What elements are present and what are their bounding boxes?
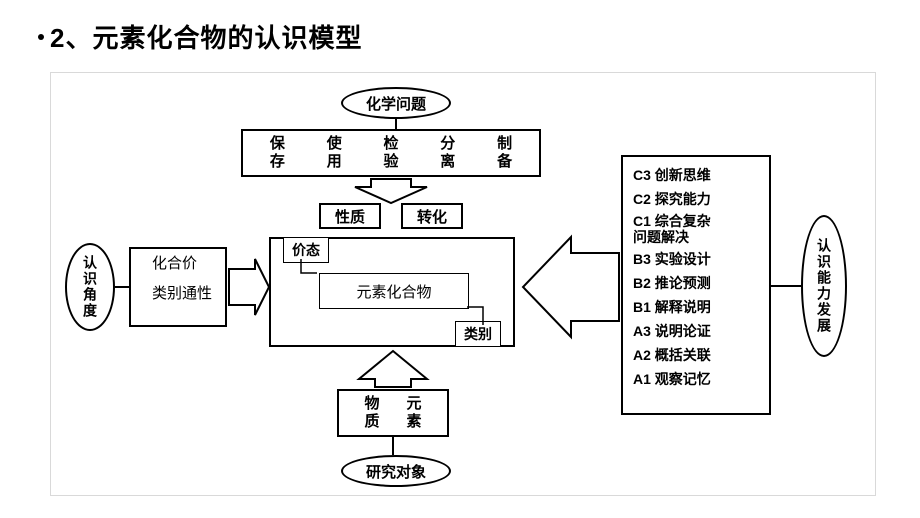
tag-xingzhi: 性质 [319, 203, 381, 229]
diagram-canvas: 化学问题 保存 使用 检验 分离 制备 性质 转化 价态 元素化合物 类别 [50, 72, 876, 496]
bottom-pair-box: 物质 元素 [337, 389, 449, 437]
bottom-oval-label: 研究对象 [366, 461, 426, 482]
left-box-l2: 类别通性 [152, 279, 212, 309]
tr1b: 用 [327, 153, 342, 171]
right-ability-box: C3 创新思维 C2 探究能力 C1 综合复杂 问题解决 B3 实验设计 B2 … [621, 155, 771, 415]
tr3a: 分 [440, 135, 455, 153]
tr4b: 备 [497, 153, 512, 171]
ab-c1-txt: C1 综合复杂 问题解决 [633, 213, 711, 245]
top-oval-label: 化学问题 [366, 93, 426, 114]
tag-valence: 价态 [283, 237, 329, 263]
right-oval-label: 认识能力发展 [814, 238, 834, 334]
ab-a2: A2 概括关联 [633, 345, 711, 365]
left-oval: 认识角度 [65, 243, 115, 331]
tr0a: 保 [270, 135, 285, 153]
page-title: 2、元素化合物的认识模型 [50, 18, 362, 55]
ab-c2: C2 探究能力 [633, 189, 711, 209]
ab-a1: A1 观察记忆 [633, 369, 711, 389]
ab-c1: C1 综合复杂 问题解决 [633, 213, 711, 245]
ab-b3: B3 实验设计 [633, 249, 711, 269]
tr1a: 使 [327, 135, 342, 153]
tag-category-label: 类别 [464, 326, 492, 342]
top-row-box: 保存 使用 检验 分离 制备 [241, 129, 541, 177]
left-oval-label: 认识角度 [80, 255, 100, 319]
tr2b: 验 [383, 153, 398, 171]
tr3b: 离 [440, 153, 455, 171]
center-box: 价态 元素化合物 类别 [269, 237, 515, 347]
tr0b: 存 [270, 153, 285, 171]
right-oval: 认识能力发展 [801, 215, 847, 357]
ab-b1: B1 解释说明 [633, 297, 711, 317]
bullet-icon [38, 34, 44, 40]
ab-b2: B2 推论预测 [633, 273, 711, 293]
center-body: 元素化合物 [319, 273, 469, 309]
bp1a: 元 [406, 395, 421, 413]
ab-a3: A3 说明论证 [633, 321, 711, 341]
tag-category: 类别 [455, 321, 501, 347]
bp0a: 物 [364, 395, 379, 413]
bp0b: 质 [364, 413, 379, 431]
center-body-label: 元素化合物 [356, 281, 431, 302]
tag-zhuanhua-label: 转化 [417, 206, 447, 227]
left-box: 化合价 类别通性 [129, 247, 227, 327]
bp1b: 素 [406, 413, 421, 431]
tr4a: 制 [497, 135, 512, 153]
tag-xingzhi-label: 性质 [335, 206, 365, 227]
left-box-l1: 化合价 [152, 249, 212, 279]
ab-c3: C3 创新思维 [633, 165, 711, 185]
tr2a: 检 [383, 135, 398, 153]
tag-valence-label: 价态 [292, 242, 320, 258]
top-oval: 化学问题 [341, 87, 451, 119]
ability-list: C3 创新思维 C2 探究能力 C1 综合复杂 问题解决 B3 实验设计 B2 … [623, 157, 721, 397]
tag-zhuanhua: 转化 [401, 203, 463, 229]
bottom-oval: 研究对象 [341, 455, 451, 487]
top-row: 保存 使用 检验 分离 制备 [243, 135, 539, 171]
